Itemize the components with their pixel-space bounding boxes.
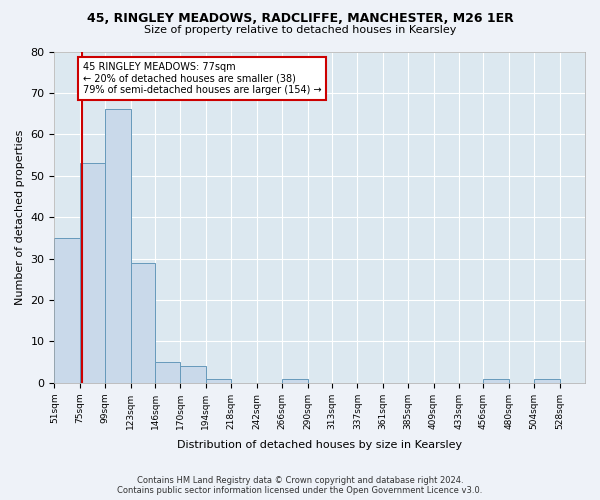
Bar — [131, 262, 155, 383]
Bar — [484, 378, 509, 383]
Bar — [105, 110, 131, 383]
Text: 45, RINGLEY MEADOWS, RADCLIFFE, MANCHESTER, M26 1ER: 45, RINGLEY MEADOWS, RADCLIFFE, MANCHEST… — [86, 12, 514, 26]
Bar — [155, 362, 181, 383]
Bar — [206, 378, 231, 383]
Text: Contains HM Land Registry data © Crown copyright and database right 2024.: Contains HM Land Registry data © Crown c… — [137, 476, 463, 485]
X-axis label: Distribution of detached houses by size in Kearsley: Distribution of detached houses by size … — [177, 440, 462, 450]
Bar — [80, 164, 105, 383]
Text: Size of property relative to detached houses in Kearsley: Size of property relative to detached ho… — [144, 25, 456, 35]
Y-axis label: Number of detached properties: Number of detached properties — [15, 130, 25, 305]
Bar — [55, 238, 80, 383]
Text: 45 RINGLEY MEADOWS: 77sqm
← 20% of detached houses are smaller (38)
79% of semi-: 45 RINGLEY MEADOWS: 77sqm ← 20% of detac… — [83, 62, 322, 95]
Bar — [282, 378, 308, 383]
Bar — [181, 366, 206, 383]
Bar — [534, 378, 560, 383]
Text: Contains public sector information licensed under the Open Government Licence v3: Contains public sector information licen… — [118, 486, 482, 495]
